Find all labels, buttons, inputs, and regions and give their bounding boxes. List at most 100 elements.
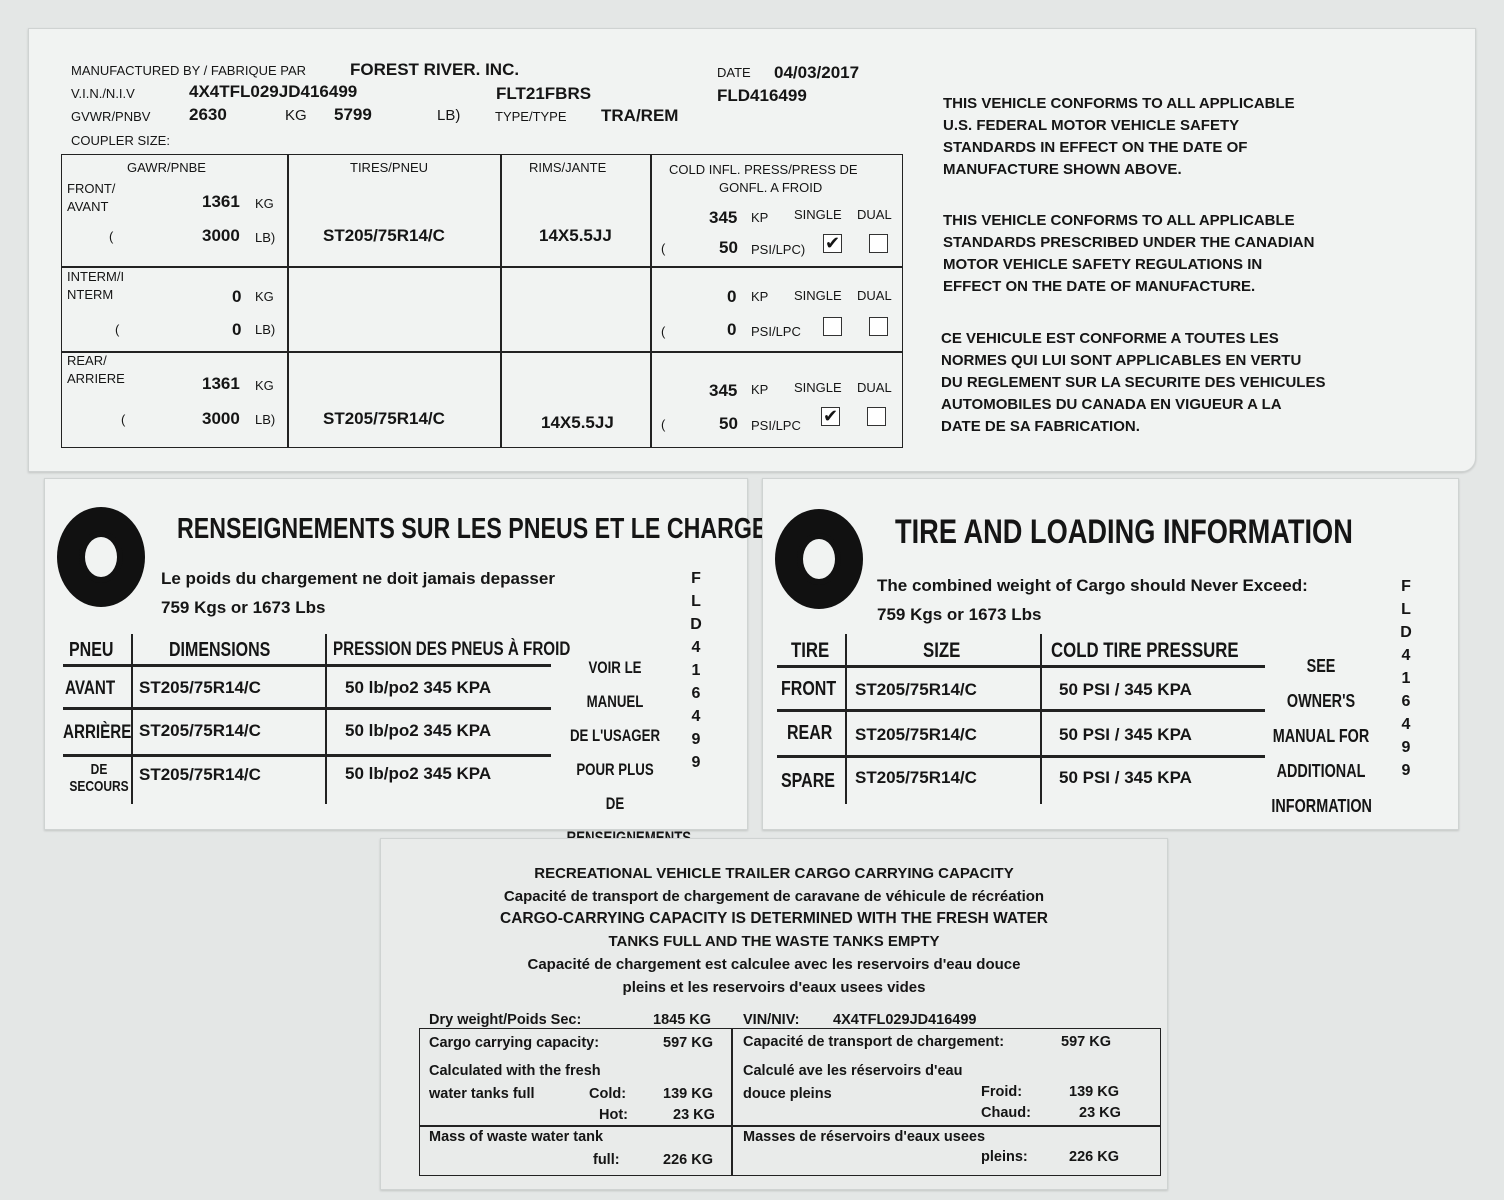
col-header: PNEU bbox=[69, 639, 114, 661]
psi-unit: PSI/LPC bbox=[751, 324, 801, 339]
axle-label: INTERM/I bbox=[67, 269, 125, 284]
tire-icon bbox=[57, 507, 145, 607]
single-checkbox: ✔ bbox=[821, 406, 840, 426]
hot-value: 23 KG bbox=[673, 1107, 715, 1123]
gvwr-kg: 2630 bbox=[189, 105, 227, 124]
max-load-text: The combined weight of Cargo should Neve… bbox=[877, 576, 1308, 595]
kp-unit: KP bbox=[751, 210, 769, 225]
rim-size: 14X5.5JJ bbox=[539, 226, 612, 245]
pressure-psi: 0 bbox=[727, 320, 737, 339]
vertical-code: FLD416499 bbox=[1400, 578, 1412, 779]
text-line: Capacité de chargement est calculee avec… bbox=[527, 955, 1021, 973]
text-line: CARGO-CARRYING CAPACITY IS DETERMINED WI… bbox=[500, 910, 1048, 928]
vin-label: V.I.N./N.I.V bbox=[71, 86, 135, 101]
gawr-lb: 3000 bbox=[202, 226, 240, 245]
size: ST205/75R14/C bbox=[855, 768, 977, 787]
dual-label: DUAL bbox=[857, 288, 892, 303]
psi-unit: PSI/LPC) bbox=[751, 242, 806, 257]
type-label: TYPE/TYPE bbox=[495, 109, 567, 124]
fld-code: FLD416499 bbox=[717, 86, 807, 105]
text-line: MANUFACTURE SHOWN ABOVE. bbox=[943, 161, 1182, 178]
dry-weight: 1845 KG bbox=[653, 1012, 712, 1028]
dual-checkbox bbox=[867, 407, 886, 426]
dual-label: DUAL bbox=[857, 207, 892, 222]
hot-label: Hot: bbox=[599, 1107, 628, 1123]
certification-label: MANUFACTURED BY / FABRIQUE PAR FOREST RI… bbox=[28, 28, 1476, 472]
text-line: pleins et les reservoirs d'eaux usees vi… bbox=[622, 978, 926, 996]
position: ARRIÈRE bbox=[63, 722, 132, 743]
cargo-capacity: 597 KG bbox=[663, 1035, 713, 1051]
col-header: TIRE bbox=[791, 639, 830, 662]
cold-label: Cold: bbox=[589, 1086, 627, 1102]
col-header: DIMENSIONS bbox=[169, 639, 271, 661]
gawr-lb: 3000 bbox=[202, 409, 240, 428]
manufacturer: FOREST RIVER. INC. bbox=[350, 60, 520, 79]
text-line: ADDITIONAL bbox=[1276, 761, 1366, 781]
single-checkbox bbox=[823, 317, 842, 336]
position: DE SECOURS bbox=[69, 761, 129, 795]
froid-value: 139 KG bbox=[1069, 1084, 1119, 1100]
max-load-text: Le poids du chargement ne doit jamais de… bbox=[161, 569, 555, 588]
paren: ( bbox=[661, 417, 666, 432]
tire-size: ST205/75R14/C bbox=[323, 226, 445, 245]
pressure-kp: 345 bbox=[709, 381, 738, 400]
date: 04/03/2017 bbox=[774, 63, 860, 82]
conformance-french: CE VEHICULE EST CONFORME A TOUTES LES NOR… bbox=[941, 328, 1325, 438]
vin: 4X4TFL029JD416499 bbox=[833, 1012, 977, 1028]
text-line: TANKS FULL AND THE WASTE TANKS EMPTY bbox=[608, 933, 940, 951]
text-line: RECREATIONAL VEHICLE TRAILER CARGO CARRY… bbox=[534, 865, 1014, 882]
cold-header: COLD INFL. PRESS/PRESS DE bbox=[669, 162, 858, 177]
pressure-kp: 0 bbox=[727, 287, 737, 306]
position: FRONT bbox=[781, 678, 837, 700]
text-line: MANUAL FOR bbox=[1272, 726, 1370, 746]
cargo-capacity-label-en: Cargo carrying capacity: bbox=[429, 1035, 600, 1051]
waste-fr-value: 226 KG bbox=[1069, 1149, 1119, 1165]
chaud-label: Chaud: bbox=[981, 1105, 1031, 1121]
text-line: CE VEHICULE EST CONFORME A TOUTES LES bbox=[941, 330, 1279, 347]
lb-unit: LB) bbox=[255, 230, 276, 245]
axle-label: REAR/ bbox=[67, 353, 107, 368]
calc-text: Calculé ave les réservoirs d'eau bbox=[743, 1063, 963, 1079]
max-load-value: 759 Kgs or 1673 Lbs bbox=[877, 605, 1042, 624]
manufactured-by-label: MANUFACTURED BY / FABRIQUE PAR bbox=[71, 63, 307, 78]
text-line: POUR PLUS DE bbox=[576, 760, 654, 813]
vin: 4X4TFL029JD416499 bbox=[189, 82, 358, 101]
pressure-psi: 50 bbox=[719, 238, 738, 257]
position: REAR bbox=[787, 722, 833, 744]
single-label: SINGLE bbox=[794, 380, 842, 395]
text-line: THIS VEHICLE CONFORMS TO ALL APPLICABLE bbox=[943, 212, 1295, 229]
calc-text: Calculated with the fresh bbox=[429, 1063, 601, 1079]
rims-header: RIMS/JANTE bbox=[529, 160, 607, 175]
psi-unit: PSI/LPC bbox=[751, 418, 801, 433]
waste-text: Masses de réservoirs d'eaux usees bbox=[743, 1129, 986, 1145]
model: FLT21FBRS bbox=[496, 84, 592, 103]
axle-label: AVANT bbox=[67, 199, 109, 214]
text-line: THIS VEHICLE CONFORMS TO ALL APPLICABLE bbox=[943, 95, 1295, 112]
axle-label: NTERM bbox=[67, 287, 114, 302]
gvwr-lb: 5799 bbox=[334, 105, 372, 124]
kp-unit: KP bbox=[751, 289, 769, 304]
gawr-lb: 0 bbox=[232, 320, 242, 339]
position: SPARE bbox=[781, 770, 835, 792]
text-line: SEE OWNER'S bbox=[1286, 656, 1356, 711]
lb-unit: LB) bbox=[437, 107, 461, 124]
waste-full-label: full: bbox=[593, 1152, 620, 1168]
size: ST205/75R14/C bbox=[855, 725, 977, 744]
text-line: DATE DE SA FABRICATION. bbox=[941, 418, 1140, 435]
axle-label: ARRIERE bbox=[67, 371, 125, 386]
kg-unit: KG bbox=[255, 289, 274, 304]
text-line: NORMES QUI LUI SONT APPLICABLES EN VERTU bbox=[941, 352, 1302, 369]
gawr-header: GAWR/PNBE bbox=[127, 160, 206, 175]
col-header: PRESSION DES PNEUS À FROID bbox=[333, 639, 571, 660]
max-load-value: 759 Kgs or 1673 Lbs bbox=[161, 598, 326, 617]
rim-size: 14X5.5JJ bbox=[541, 413, 614, 432]
text-line: AUTOMOBILES DU CANADA EN VIGUEUR A LA bbox=[941, 396, 1282, 413]
pressure: 50 PSI / 345 KPA bbox=[1059, 680, 1192, 699]
tires-header: TIRES/PNEU bbox=[350, 160, 429, 175]
text-line: U.S. FEDERAL MOTOR VEHICLE SAFETY bbox=[943, 117, 1240, 134]
coupler-size-label: COUPLER SIZE: bbox=[71, 133, 170, 148]
tire-size: ST205/75R14/C bbox=[323, 409, 445, 428]
conformance-us: THIS VEHICLE CONFORMS TO ALL APPLICABLE U… bbox=[943, 93, 1295, 181]
text-line: STANDARDS IN EFFECT ON THE DATE OF bbox=[943, 139, 1248, 156]
manual-note: SEE OWNER'S MANUAL FOR ADDITIONAL INFORMATI… bbox=[1271, 649, 1372, 824]
